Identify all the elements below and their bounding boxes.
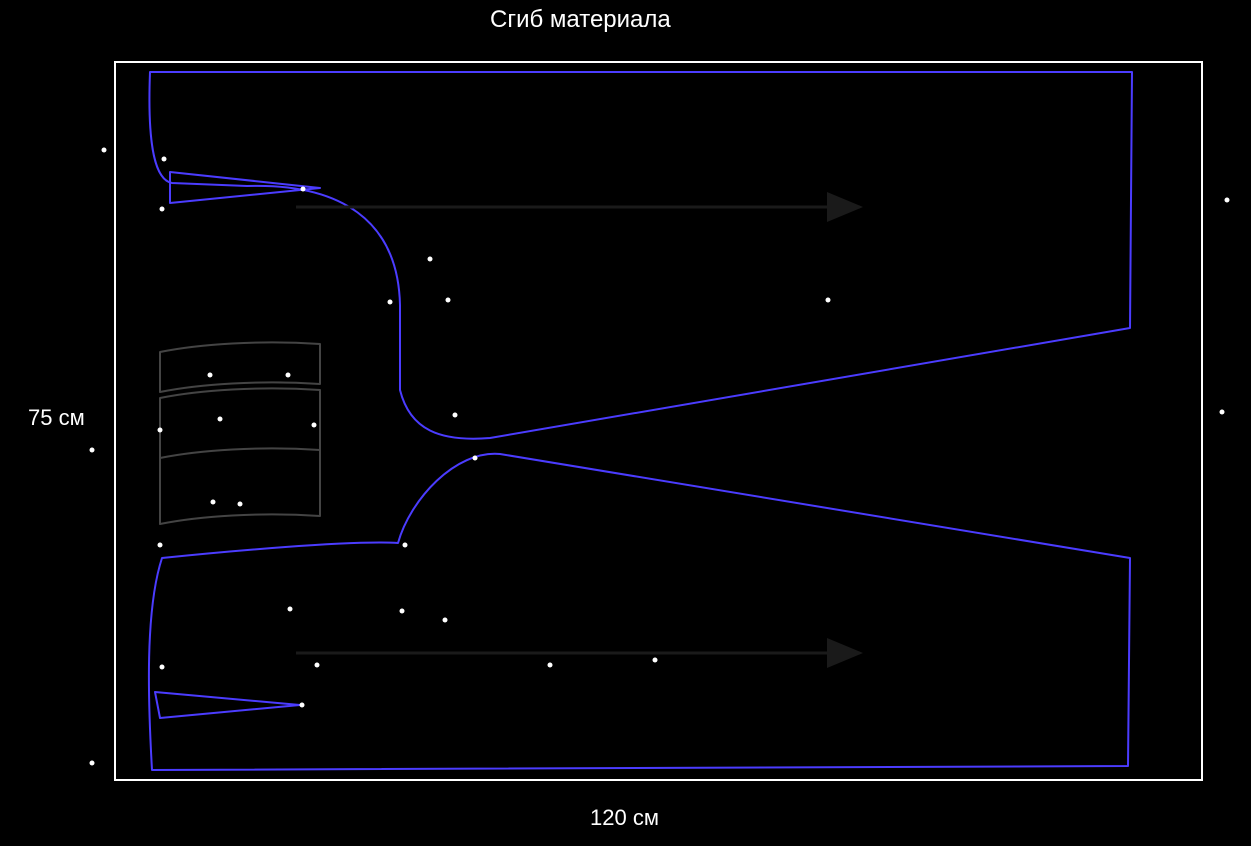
front-trouser-piece [149, 454, 1130, 770]
reference-dot [315, 663, 320, 668]
reference-dot [548, 663, 553, 668]
reference-dot [208, 373, 213, 378]
reference-dot [288, 607, 293, 612]
reference-dot [218, 417, 223, 422]
front-dart [155, 692, 300, 718]
reference-dot [446, 298, 451, 303]
reference-dot [158, 543, 163, 548]
fabric-outline [115, 62, 1202, 780]
reference-dot [1220, 410, 1225, 415]
reference-dot [301, 187, 306, 192]
reference-dot [160, 665, 165, 670]
reference-dot [653, 658, 658, 663]
back-dart [170, 172, 320, 203]
waistband-piece-1 [160, 342, 320, 392]
reference-dot [238, 502, 243, 507]
reference-dot [102, 148, 107, 153]
reference-dot [286, 373, 291, 378]
reference-dot [400, 609, 405, 614]
reference-dot [388, 300, 393, 305]
reference-dot [160, 207, 165, 212]
reference-dot [428, 257, 433, 262]
reference-dot [158, 428, 163, 433]
reference-dot [473, 456, 478, 461]
reference-dot [90, 761, 95, 766]
reference-dot [162, 157, 167, 162]
reference-dot [1225, 198, 1230, 203]
reference-dot [453, 413, 458, 418]
reference-dot [826, 298, 831, 303]
reference-dot [90, 448, 95, 453]
reference-dot [443, 618, 448, 623]
waistband-divider [160, 448, 320, 458]
reference-dot [403, 543, 408, 548]
reference-dot [312, 423, 317, 428]
grainline-arrows [296, 207, 860, 653]
reference-dots [90, 148, 1230, 766]
reference-dot [211, 500, 216, 505]
pattern-layout-svg [0, 0, 1251, 846]
reference-dot [300, 703, 305, 708]
